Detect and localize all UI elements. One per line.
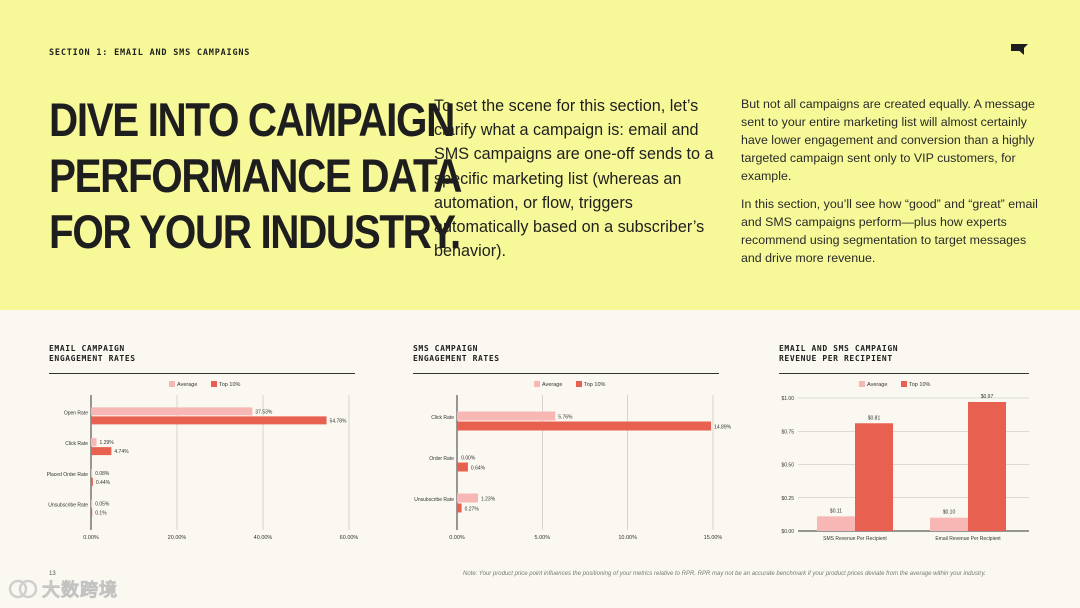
footnote: Note: Your product price point influence… bbox=[463, 571, 986, 577]
legend-label-average: Average bbox=[542, 382, 562, 388]
x-tick-label: 10.00% bbox=[618, 535, 637, 541]
bar-top bbox=[91, 447, 112, 456]
bar-average bbox=[91, 438, 97, 447]
data-label: 1.23% bbox=[481, 497, 496, 503]
data-label: $0.97 bbox=[981, 394, 994, 400]
bar-top bbox=[91, 416, 327, 425]
data-label: 0.64% bbox=[471, 466, 486, 472]
chart-title-line: ENGAGEMENT RATES bbox=[49, 354, 136, 363]
chart-title-line: EMAIL CAMPAIGN bbox=[49, 344, 125, 353]
watermark-logo-icon bbox=[8, 579, 38, 599]
y-tick-label: $0.50 bbox=[781, 463, 794, 469]
flag-icon bbox=[1011, 44, 1028, 55]
side-text: But not all campaigns are created equall… bbox=[741, 95, 1041, 267]
intro-paragraph: To set the scene for this section, let’s… bbox=[434, 97, 714, 261]
chart-title-line: ENGAGEMENT RATES bbox=[413, 354, 500, 363]
legend-swatch-top bbox=[211, 381, 217, 387]
side-paragraph: In this section, you’ll see how “good” a… bbox=[741, 197, 1038, 265]
data-label: $0.11 bbox=[830, 508, 842, 514]
watermark: 大数跨境 bbox=[8, 576, 118, 602]
bar-average bbox=[457, 493, 478, 503]
legend-label-average: Average bbox=[867, 382, 887, 388]
divider bbox=[779, 373, 1029, 374]
section-label: SECTION 1: EMAIL AND SMS CAMPAIGNS bbox=[49, 48, 251, 58]
data-label: 0.05% bbox=[95, 502, 110, 508]
category-label: Open Rate bbox=[64, 410, 88, 416]
category-label: Click Rate bbox=[431, 415, 454, 421]
data-label: 5.76% bbox=[558, 415, 573, 421]
page-number: 13 bbox=[49, 571, 56, 577]
legend-swatch-average bbox=[534, 381, 540, 387]
category-label: Email Revenue Per Recipient bbox=[935, 536, 1001, 542]
chart-title-line: SMS CAMPAIGN bbox=[413, 344, 478, 353]
data-label: 0.1% bbox=[95, 511, 107, 517]
data-label: 14.89% bbox=[714, 425, 732, 431]
legend-label-top: Top 10% bbox=[584, 382, 606, 388]
x-tick-label: 20.00% bbox=[168, 535, 187, 541]
bar-top bbox=[91, 508, 93, 517]
bar-average bbox=[817, 516, 855, 531]
bar-top bbox=[91, 477, 93, 486]
x-tick-label: 0.00% bbox=[449, 535, 465, 541]
bar-top bbox=[457, 421, 712, 431]
y-tick-label: $0.75 bbox=[781, 429, 794, 435]
data-label: 0.27% bbox=[465, 507, 480, 513]
bar-average bbox=[930, 517, 968, 531]
x-tick-label: 0.00% bbox=[83, 535, 99, 541]
watermark-text: 大数跨境 bbox=[42, 580, 118, 601]
data-label: $0.81 bbox=[868, 415, 881, 421]
category-label: Order Rate bbox=[429, 456, 454, 462]
bar-top bbox=[457, 462, 468, 472]
rpr-chart-title: EMAIL AND SMS CAMPAIGN REVENUE PER RECIP… bbox=[779, 344, 898, 364]
email-chart-title: EMAIL CAMPAIGN ENGAGEMENT RATES bbox=[49, 344, 136, 364]
bar-average bbox=[91, 499, 93, 508]
category-label: Click Rate bbox=[65, 441, 88, 447]
category-label: Unsubscribe Rate bbox=[414, 497, 454, 503]
legend-label-average: Average bbox=[177, 382, 197, 388]
bar-average bbox=[457, 411, 556, 421]
category-label: Unsubscribe Rate bbox=[48, 503, 88, 509]
legend-swatch-average bbox=[859, 381, 865, 387]
divider bbox=[413, 373, 719, 374]
data-label: 0.44% bbox=[96, 480, 111, 486]
y-tick-label: $0.25 bbox=[781, 496, 794, 502]
bar-top bbox=[855, 423, 893, 531]
data-label: 0.00% bbox=[461, 456, 476, 462]
data-label: 4.74% bbox=[114, 449, 129, 455]
y-tick-label: $0.00 bbox=[781, 529, 794, 535]
x-tick-label: 15.00% bbox=[704, 535, 723, 541]
category-label: Placed Order Rate bbox=[47, 472, 89, 478]
data-label: 37.53% bbox=[255, 409, 273, 415]
header-banner bbox=[0, 0, 1080, 310]
x-tick-label: 5.00% bbox=[535, 535, 551, 541]
sms-chart-title: SMS CAMPAIGN ENGAGEMENT RATES bbox=[413, 344, 500, 364]
x-tick-label: 40.00% bbox=[254, 535, 273, 541]
y-tick-label: $1.00 bbox=[781, 396, 794, 402]
bar-top bbox=[457, 503, 462, 513]
data-label: 1.29% bbox=[100, 440, 115, 446]
x-tick-label: 60.00% bbox=[340, 535, 359, 541]
legend-swatch-top bbox=[901, 381, 907, 387]
category-label: SMS Revenue Per Recipient bbox=[823, 536, 887, 542]
bar-average bbox=[91, 468, 93, 477]
bar-average bbox=[91, 407, 253, 416]
data-label: $0.10 bbox=[943, 510, 956, 516]
legend-label-top: Top 10% bbox=[219, 382, 241, 388]
legend-swatch-average bbox=[169, 381, 175, 387]
legend-swatch-top bbox=[576, 381, 582, 387]
bar-top bbox=[968, 401, 1006, 531]
divider bbox=[49, 373, 355, 374]
data-label: 54.78% bbox=[330, 418, 348, 424]
chart-title-line: REVENUE PER RECIPIENT bbox=[779, 354, 893, 363]
legend-label-top: Top 10% bbox=[909, 382, 931, 388]
chart-title-line: EMAIL AND SMS CAMPAIGN bbox=[779, 344, 899, 353]
data-label: 0.08% bbox=[95, 471, 110, 477]
side-paragraph: But not all campaigns are created equall… bbox=[741, 97, 1035, 183]
